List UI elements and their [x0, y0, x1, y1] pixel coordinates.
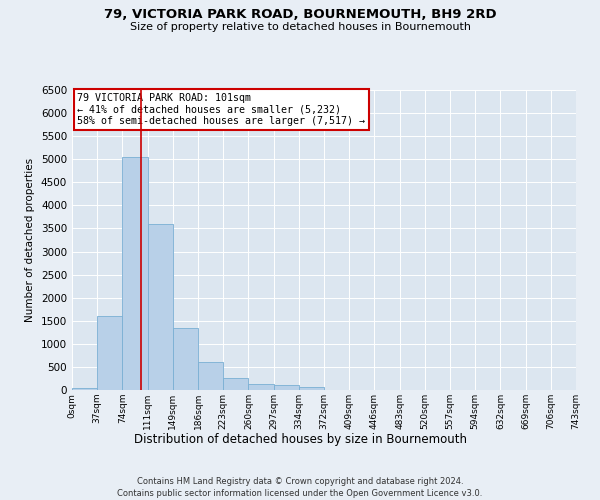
Bar: [72, 388, 97, 390]
Text: 79, VICTORIA PARK ROAD, BOURNEMOUTH, BH9 2RD: 79, VICTORIA PARK ROAD, BOURNEMOUTH, BH9…: [104, 8, 496, 20]
Text: Contains public sector information licensed under the Open Government Licence v3: Contains public sector information licen…: [118, 489, 482, 498]
Bar: [148, 224, 173, 390]
Text: Contains HM Land Registry data © Crown copyright and database right 2024.: Contains HM Land Registry data © Crown c…: [137, 478, 463, 486]
Bar: [223, 378, 248, 390]
Bar: [299, 387, 324, 390]
Text: Distribution of detached houses by size in Bournemouth: Distribution of detached houses by size …: [133, 432, 467, 446]
Bar: [274, 386, 299, 390]
Bar: [248, 384, 274, 390]
Bar: [97, 316, 122, 390]
Bar: [122, 157, 148, 390]
Bar: [198, 362, 223, 390]
Y-axis label: Number of detached properties: Number of detached properties: [25, 158, 35, 322]
Bar: [173, 328, 198, 390]
Text: Size of property relative to detached houses in Bournemouth: Size of property relative to detached ho…: [130, 22, 470, 32]
Text: 79 VICTORIA PARK ROAD: 101sqm
← 41% of detached houses are smaller (5,232)
58% o: 79 VICTORIA PARK ROAD: 101sqm ← 41% of d…: [77, 93, 365, 126]
